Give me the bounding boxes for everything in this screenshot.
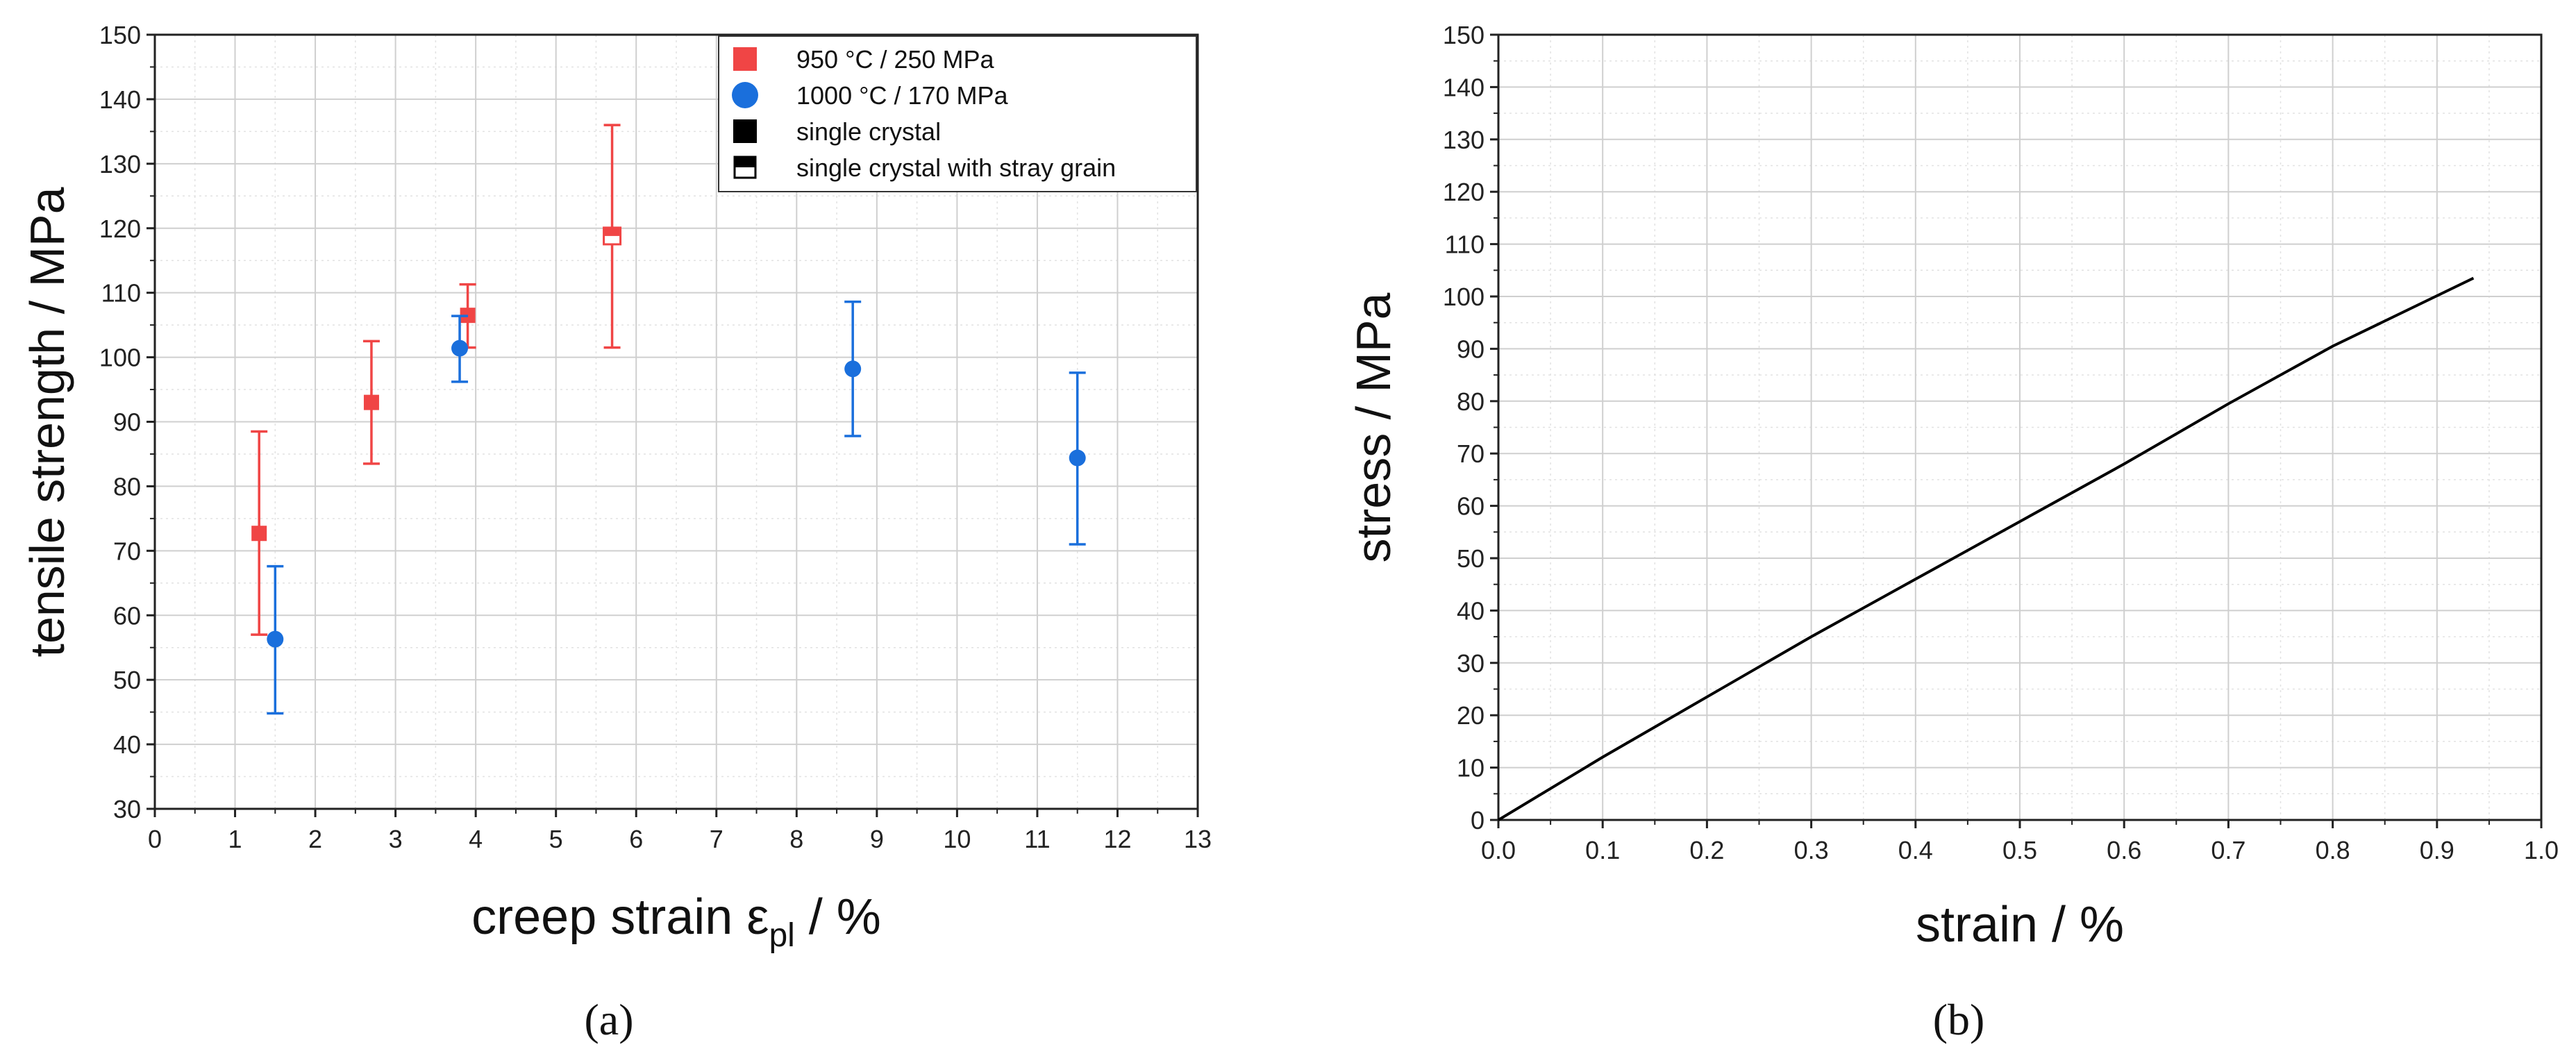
a-data-point	[1069, 449, 1086, 467]
chart-a: 0 1 2 3 4 5 6 7 8 9 10 11 12 133040506070809010011012…	[20, 21, 1212, 1044]
b-y-axis-label: stress / MPa	[1346, 292, 1400, 562]
b-y-tick-label: 120	[1443, 178, 1484, 206]
b-y-tick-label: 70	[1457, 439, 1484, 468]
b-y-tick-label: 50	[1457, 544, 1484, 573]
a-x-tick-label: 8	[789, 825, 803, 853]
a-data-point	[363, 394, 379, 410]
b-y-tick-label: 20	[1457, 701, 1484, 730]
a-data-point-fill	[603, 227, 621, 236]
a-data-point	[844, 360, 862, 378]
a-panel-label: (a)	[584, 995, 633, 1044]
a-legend-label: single crystal	[796, 117, 941, 146]
a-x-tick-label: 10	[943, 825, 971, 853]
b-y-tick-label: 110	[1445, 231, 1484, 259]
b-y-tick-label: 90	[1457, 335, 1484, 363]
b-x-tick-label: 0.2	[1689, 836, 1724, 864]
a-x-tick-label: 4	[469, 825, 483, 853]
a-legend-marker	[733, 47, 757, 71]
b-x-tick-label: 0.7	[2211, 836, 2245, 864]
a-x-tick-label: 2	[308, 825, 322, 853]
b-x-tick-label: 0.4	[1898, 836, 1933, 864]
b-y-tick-label: 60	[1457, 492, 1484, 521]
a-legend-marker	[733, 119, 757, 143]
a-x-tick-label: 0	[148, 825, 162, 853]
a-legend-marker-fill	[735, 157, 755, 167]
a-x-tick-label: 9	[870, 825, 884, 853]
b-x-tick-label: 0.6	[2107, 836, 2141, 864]
a-y-tick-label: 80	[113, 472, 141, 501]
a-y-tick-label: 90	[113, 408, 141, 437]
b-y-tick-label: 0	[1471, 806, 1484, 835]
b-y-tick-label: 150	[1443, 21, 1484, 49]
b-y-tick-label: 130	[1443, 126, 1484, 154]
a-y-tick-label: 30	[113, 795, 141, 823]
a-legend-label: single crystal with stray grain	[796, 153, 1116, 182]
a-y-tick-label: 70	[113, 537, 141, 565]
a-y-tick-label: 110	[101, 279, 141, 308]
a-x-axis-label: creep strain εpl / %	[471, 889, 881, 954]
a-x-tick-label: 11	[1024, 825, 1050, 853]
a-x-tick-label: 6	[629, 825, 643, 853]
b-y-tick-label: 140	[1443, 73, 1484, 101]
b-y-tick-label: 30	[1457, 649, 1484, 678]
a-x-tick-label: 1	[228, 825, 242, 853]
b-panel-label: (b)	[1933, 995, 1985, 1044]
a-data-point	[251, 526, 267, 542]
a-x-tick-label: 13	[1184, 825, 1212, 853]
b-series-line	[1497, 276, 2475, 821]
b-y-tick-label: 40	[1457, 596, 1484, 625]
a-y-tick-label: 100	[99, 344, 141, 372]
a-x-tick-label: 7	[710, 825, 724, 853]
b-x-tick-label: 0.5	[2002, 836, 2037, 864]
a-x-tick-label: 5	[549, 825, 563, 853]
a-data-point	[451, 340, 469, 357]
a-y-axis-label: tensile strength / MPa	[20, 187, 74, 657]
b-y-tick-label: 10	[1457, 754, 1484, 782]
a-x-tick-label: 3	[389, 825, 403, 853]
a-y-tick-label: 130	[99, 150, 141, 178]
a-legend: 950 °C / 250 MPa 1000 °C / 170 MPa single …	[718, 35, 1197, 192]
b-x-tick-label: 0.0	[1481, 836, 1516, 864]
b-x-tick-label: 0.3	[1794, 836, 1829, 864]
b-x-tick-label: 1.0	[2524, 836, 2559, 864]
a-y-tick-label: 140	[99, 85, 141, 114]
a-legend-marker	[732, 82, 758, 108]
b-y-tick-label: 100	[1443, 283, 1484, 311]
b-x-tick-label: 0.1	[1585, 836, 1620, 864]
a-data-point	[267, 630, 284, 648]
b-x-tick-label: 0.9	[2420, 836, 2454, 864]
chart-b: 0.0 0.1 0.2 0.3 0.4 0.5 0.6 0.7 0.8 0.9 1.0 0 10 20 30…	[1346, 21, 2559, 1044]
b-x-axis-label: strain / %	[1916, 897, 2124, 953]
a-y-tick-label: 120	[99, 215, 141, 243]
a-y-tick-label: 60	[113, 601, 141, 630]
a-legend-label: 1000 °C / 170 MPa	[796, 81, 1009, 110]
b-y-tick-label: 80	[1457, 387, 1484, 416]
a-y-tick-label: 40	[113, 730, 141, 759]
b-x-tick-label: 0.8	[2316, 836, 2350, 864]
a-legend-label: 950 °C / 250 MPa	[796, 45, 995, 74]
a-y-tick-label: 50	[113, 666, 141, 694]
a-y-tick-label: 150	[99, 21, 141, 49]
a-x-tick-label: 12	[1103, 825, 1131, 853]
a-legend-box	[718, 35, 1197, 192]
